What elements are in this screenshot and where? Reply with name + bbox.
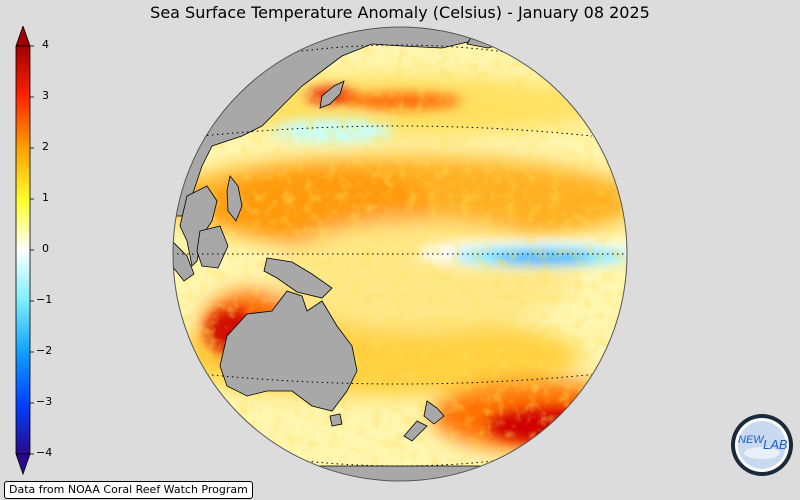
borneo bbox=[196, 225, 229, 269]
australia bbox=[219, 290, 358, 412]
graticule bbox=[173, 44, 627, 467]
globe-map bbox=[172, 26, 628, 482]
colorbar bbox=[14, 24, 74, 476]
colorbar-graphic bbox=[15, 24, 34, 476]
colorbar-tick-label: 0 bbox=[42, 242, 49, 255]
new-guinea bbox=[263, 257, 333, 299]
colorbar-tick-label: −1 bbox=[36, 293, 53, 306]
data-credit: Data from NOAA Coral Reef Watch Program bbox=[4, 481, 253, 499]
philippines bbox=[226, 175, 243, 222]
colorbar-tick-label: −4 bbox=[36, 446, 53, 459]
colorbar-bar bbox=[15, 45, 31, 455]
lab-logo[interactable]: NEW LAB bbox=[730, 413, 794, 477]
tasmania bbox=[329, 413, 343, 427]
new-zealand-south bbox=[403, 420, 428, 442]
colorbar-tick-label: 1 bbox=[42, 191, 49, 204]
colorbar-tick-label: 4 bbox=[42, 38, 49, 51]
colorbar-tick-label: 2 bbox=[42, 140, 49, 153]
colorbar-top-arrow bbox=[15, 24, 31, 47]
antarctica bbox=[271, 465, 533, 481]
logo-text-left: NEW bbox=[738, 434, 765, 446]
logo-text-right: LAB bbox=[763, 437, 788, 452]
sumatra bbox=[173, 240, 195, 282]
japan bbox=[319, 80, 345, 109]
map-title: Sea Surface Temperature Anomaly (Celsius… bbox=[150, 3, 650, 22]
colorbar-bottom-arrow bbox=[15, 453, 31, 476]
colorbar-tick-label: −3 bbox=[36, 395, 53, 408]
colorbar-tick-label: −2 bbox=[36, 344, 53, 357]
new-zealand-north bbox=[423, 400, 445, 425]
colorbar-tick-label: 3 bbox=[42, 89, 49, 102]
